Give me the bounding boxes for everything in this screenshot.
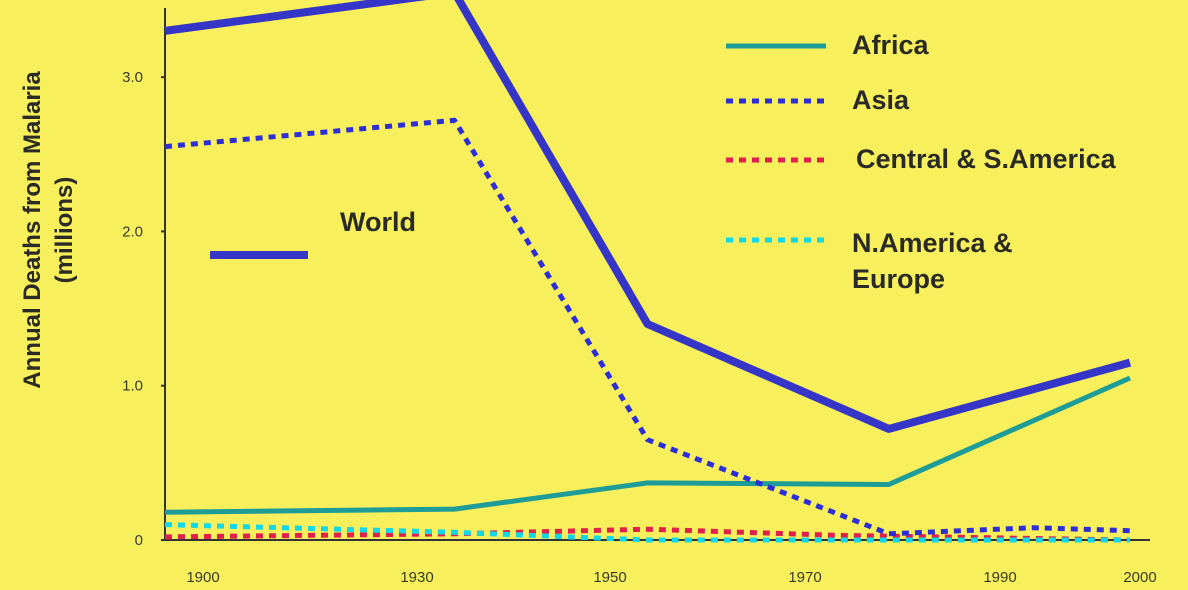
legend: World Africa Asia Central & S.America N.Amer… (210, 30, 1117, 294)
y-tick-label: 3.0 (122, 69, 143, 86)
legend-label-africa: Africa (852, 30, 930, 60)
legend-label-asia: Asia (852, 85, 910, 115)
x-tick-label: 1990 (983, 569, 1016, 586)
x-tick-label: 1930 (400, 569, 433, 586)
legend-label-n-america-europe: N.America & Europe (852, 228, 1013, 294)
y-tick-label: 0 (135, 532, 143, 549)
series-line-world (164, 0, 1132, 433)
series-line-africa (164, 375, 1132, 515)
y-tick-label: 2.0 (122, 223, 143, 240)
series-line-asia (164, 117, 1131, 537)
y-axis-label: Annual Deaths from Malaria (19, 71, 46, 389)
x-tick-label: 1950 (593, 569, 626, 586)
legend-label-world: World (340, 207, 416, 237)
axes: 0 1.0 2.0 3.0 1900 1930 1950 1970 1990 2000 (122, 8, 1157, 586)
x-tick-label: 1900 (186, 569, 219, 586)
series-line-central-s-america (164, 526, 1131, 543)
y-axis-units: (millions) (51, 177, 78, 284)
legend-label-central-s-america: Central & S.America (856, 144, 1117, 174)
series-line-n-america-europe (164, 522, 1130, 543)
x-tick-label: 1970 (788, 569, 821, 586)
series-layer (164, 0, 1132, 543)
x-tick-label: 2000 (1123, 569, 1156, 586)
y-tick-label: 1.0 (122, 378, 143, 395)
